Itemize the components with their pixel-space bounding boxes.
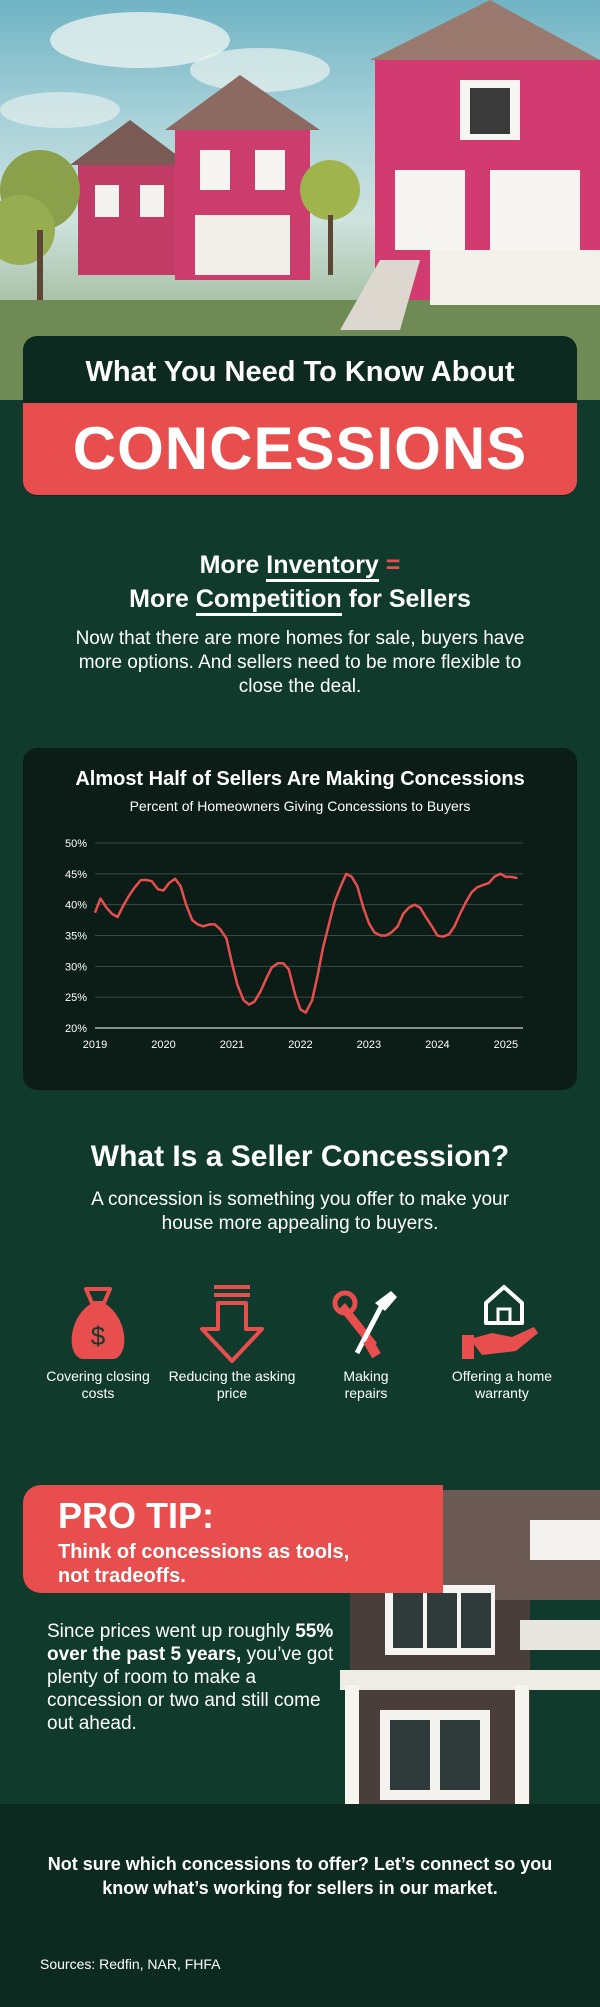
inventory-paragraph: Now that there are more homes for sale, … [75, 628, 525, 697]
y-tick-label: 35% [65, 931, 87, 943]
x-tick-label: 2021 [220, 1039, 244, 1051]
concession-heading: What Is a Seller Concession? [90, 1140, 510, 1173]
page-title: CONCESSIONS [23, 403, 577, 495]
x-tick-label: 2020 [151, 1039, 175, 1051]
home-hand-icon [442, 1283, 562, 1363]
concession-paragraph: A concession is something you offer to m… [91, 1189, 509, 1234]
inventory-word: Inventory [266, 551, 379, 582]
equals-sign: = [378, 551, 401, 579]
y-tick-label: 45% [65, 869, 87, 881]
inventory-heading-line1: More Inventory = [0, 548, 600, 582]
competition-word: Competition [195, 585, 342, 616]
x-tick-label: 2025 [494, 1039, 518, 1051]
concessions-series-line [93, 872, 518, 1014]
inventory-heading: More Inventory = More Competition for Se… [0, 548, 600, 616]
pro-tip-text: Since prices went up roughly 55% over th… [47, 1620, 337, 1735]
tools-icon [305, 1283, 425, 1363]
inventory-line2-pre: More [129, 585, 196, 613]
x-tick-label: 2023 [357, 1039, 381, 1051]
inventory-heading-line2: More Competition for Sellers [0, 582, 600, 616]
y-tick-label: 20% [65, 1023, 87, 1035]
money-bag-icon: $ [38, 1283, 158, 1363]
pro-tip-subtitle: Think of concessions as tools, not trade… [58, 1541, 350, 1587]
chart-plot: 20% 25% 30% 35% 40% 45% 50% 2019 2020 2021 2022 202… [65, 838, 523, 1051]
x-tick-label: 2022 [288, 1039, 312, 1051]
sources-text: Sources: Redfin, NAR, FHFA [40, 1956, 221, 1972]
house-image [330, 1490, 600, 1810]
pro-tip-text-post: you’ve got plenty of room to make a conc… [47, 1644, 334, 1734]
inventory-line1-pre: More [199, 551, 267, 579]
pro-tip-text-bold: 55% over the past 5 years, [47, 1621, 334, 1665]
svg-text:$: $ [91, 1321, 106, 1351]
cta-section: Not sure which concessions to offer? Let… [0, 1804, 600, 2007]
y-tick-label: 30% [65, 961, 87, 973]
pro-tip-text-pre: Since prices went up roughly [47, 1621, 296, 1642]
y-tick-label: 40% [65, 900, 87, 912]
concession-label-warranty: Offering a home warranty [451, 1368, 553, 1401]
y-tick-label: 25% [65, 992, 87, 1004]
hero-houses-image [0, 0, 600, 400]
concessions-chart: Almost Half of Sellers Are Making Conces… [23, 748, 577, 1090]
concession-label-closing-costs: Covering closing costs [46, 1368, 150, 1401]
concession-label-price: Reducing the asking price [168, 1368, 296, 1401]
x-tick-label: 2019 [83, 1039, 107, 1051]
pro-tip-box: PRO TIP: Think of concessions as tools, … [23, 1485, 443, 1593]
pro-tip-title: PRO TIP: [58, 1495, 215, 1536]
chart-title: Almost Half of Sellers Are Making Conces… [75, 768, 525, 790]
chart-subtitle: Percent of Homeowners Giving Concessions… [129, 798, 471, 814]
cta-text: Not sure which concessions to offer? Let… [47, 1854, 553, 1898]
concession-label-repairs: Making repairs [343, 1368, 389, 1401]
y-tick-label: 50% [65, 838, 87, 850]
down-arrow-icon [172, 1283, 292, 1363]
x-tick-label: 2024 [425, 1039, 449, 1051]
title-card: What You Need To Know About CONCESSIONS [23, 336, 577, 496]
title-subheading: What You Need To Know About [85, 356, 515, 388]
inventory-line2-post: for Sellers [341, 585, 471, 613]
